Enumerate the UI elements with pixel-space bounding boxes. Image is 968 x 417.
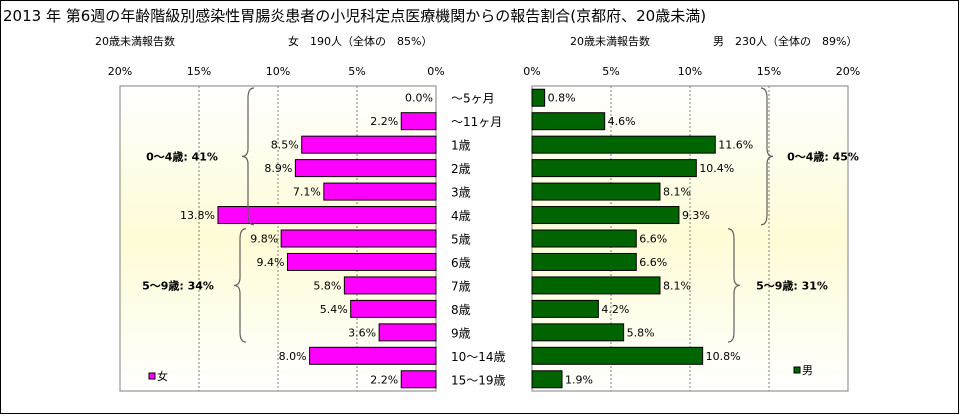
female-data-label-7: 9.4% bbox=[257, 256, 285, 269]
chart-title: 2013 年 第6週の年齢階級別感染性胃腸炎患者の小児科定点医療機関からの報告割… bbox=[3, 7, 707, 25]
category-label-9: 8歳 bbox=[451, 303, 471, 317]
male-bar-3 bbox=[531, 159, 697, 178]
female-bracket-0 bbox=[241, 87, 255, 226]
male-x-tick-2: 10% bbox=[678, 65, 702, 78]
female-data-label-10: 3.6% bbox=[348, 326, 376, 339]
female-data-label-0: 0.0% bbox=[405, 92, 433, 105]
category-label-2: 1歳 bbox=[451, 139, 471, 153]
female-header-total: 女 190人（全体の 85%） bbox=[288, 35, 433, 48]
female-bar-5 bbox=[217, 206, 437, 225]
female-bar-2 bbox=[301, 135, 437, 154]
female-data-label-5: 13.8% bbox=[180, 209, 215, 222]
male-bar-10 bbox=[531, 323, 625, 342]
female-bracket-1 bbox=[233, 228, 247, 343]
male-data-label-11: 10.8% bbox=[706, 350, 741, 363]
female-bar-3 bbox=[294, 159, 437, 178]
female-bar-7 bbox=[286, 252, 437, 271]
male-data-label-0: 0.8% bbox=[548, 92, 576, 105]
male-data-label-12: 1.9% bbox=[565, 373, 593, 386]
female-x-tick-1: 15% bbox=[187, 65, 211, 78]
category-label-8: 7歳 bbox=[451, 279, 471, 293]
category-label-1: ～11ヶ月 bbox=[451, 115, 502, 129]
male-bar-11 bbox=[531, 346, 704, 365]
female-bar-9 bbox=[350, 299, 437, 318]
female-data-label-11: 8.0% bbox=[279, 350, 307, 363]
male-header-count: 20歳未満報告数 bbox=[570, 35, 650, 48]
male-x-tick-1: 5% bbox=[602, 65, 619, 78]
male-data-label-10: 5.8% bbox=[627, 326, 655, 339]
female-header-count: 20歳未満報告数 bbox=[95, 35, 175, 48]
female-x-tick-0: 20% bbox=[108, 65, 132, 78]
male-data-label-4: 8.1% bbox=[663, 186, 691, 199]
male-data-label-3: 10.4% bbox=[699, 162, 734, 175]
female-data-label-8: 5.8% bbox=[313, 279, 341, 292]
male-x-tick-0: 0% bbox=[523, 65, 540, 78]
male-bar-12 bbox=[531, 370, 563, 389]
male-data-label-9: 4.2% bbox=[601, 303, 629, 316]
male-data-label-5: 9.3% bbox=[682, 209, 710, 222]
male-bracket-1 bbox=[727, 228, 741, 343]
female-x-tick-2: 10% bbox=[266, 65, 290, 78]
male-bracket-0 bbox=[760, 87, 774, 226]
male-x-tick-3: 15% bbox=[757, 65, 781, 78]
male-x-tick-4: 20% bbox=[836, 65, 860, 78]
category-label-7: 6歳 bbox=[451, 256, 471, 270]
female-bar-6 bbox=[280, 229, 437, 248]
male-data-label-6: 6.6% bbox=[639, 233, 667, 246]
female-bar-10 bbox=[378, 323, 437, 342]
male-bar-9 bbox=[531, 299, 599, 318]
male-bar-0 bbox=[531, 88, 546, 107]
female-x-tick-3: 5% bbox=[348, 65, 365, 78]
female-data-label-4: 7.1% bbox=[293, 186, 321, 199]
male-bar-8 bbox=[531, 276, 661, 295]
male-legend-swatch bbox=[793, 366, 801, 374]
category-label-11: 10～14歳 bbox=[451, 350, 506, 364]
female-data-label-3: 8.9% bbox=[264, 162, 292, 175]
category-label-10: 9歳 bbox=[451, 326, 471, 340]
female-data-label-6: 9.8% bbox=[250, 233, 278, 246]
female-data-label-2: 8.5% bbox=[271, 139, 299, 152]
category-label-12: 15～19歳 bbox=[451, 373, 506, 387]
female-data-label-1: 2.2% bbox=[370, 115, 398, 128]
category-label-6: 5歳 bbox=[451, 233, 471, 247]
female-bar-12 bbox=[400, 370, 437, 389]
male-annotation-0: 0～4歳: 45% bbox=[787, 149, 859, 163]
male-data-label-8: 8.1% bbox=[663, 279, 691, 292]
male-bar-7 bbox=[531, 252, 637, 271]
female-data-label-9: 5.4% bbox=[320, 303, 348, 316]
female-bar-1 bbox=[400, 112, 437, 131]
female-bar-4 bbox=[323, 182, 437, 201]
category-label-4: 3歳 bbox=[451, 186, 471, 200]
category-label-0: ～5ヶ月 bbox=[451, 92, 495, 106]
female-legend-label: 女 bbox=[157, 369, 168, 383]
category-label-3: 2歳 bbox=[451, 162, 471, 176]
female-bar-8 bbox=[343, 276, 437, 295]
male-bar-5 bbox=[531, 206, 680, 225]
male-data-label-1: 4.6% bbox=[608, 115, 636, 128]
male-data-label-2: 11.6% bbox=[718, 139, 753, 152]
female-bar-11 bbox=[309, 346, 437, 365]
male-bar-1 bbox=[531, 112, 606, 131]
female-data-label-12: 2.2% bbox=[370, 373, 398, 386]
male-data-label-7: 6.6% bbox=[639, 256, 667, 269]
male-bar-6 bbox=[531, 229, 637, 248]
male-annotation-1: 5～9歳: 31% bbox=[756, 278, 828, 292]
male-bar-4 bbox=[531, 182, 661, 201]
female-x-tick-4: 0% bbox=[427, 65, 444, 78]
category-label-5: 4歳 bbox=[451, 209, 471, 223]
female-legend-swatch bbox=[148, 372, 156, 380]
male-bar-2 bbox=[531, 135, 716, 154]
female-annotation-0: 0～4歳: 41% bbox=[146, 149, 218, 163]
male-header-total: 男 230人（全体の 89%） bbox=[713, 35, 858, 48]
male-legend-label: 男 bbox=[802, 364, 813, 377]
female-annotation-1: 5～9歳: 34% bbox=[142, 278, 214, 292]
